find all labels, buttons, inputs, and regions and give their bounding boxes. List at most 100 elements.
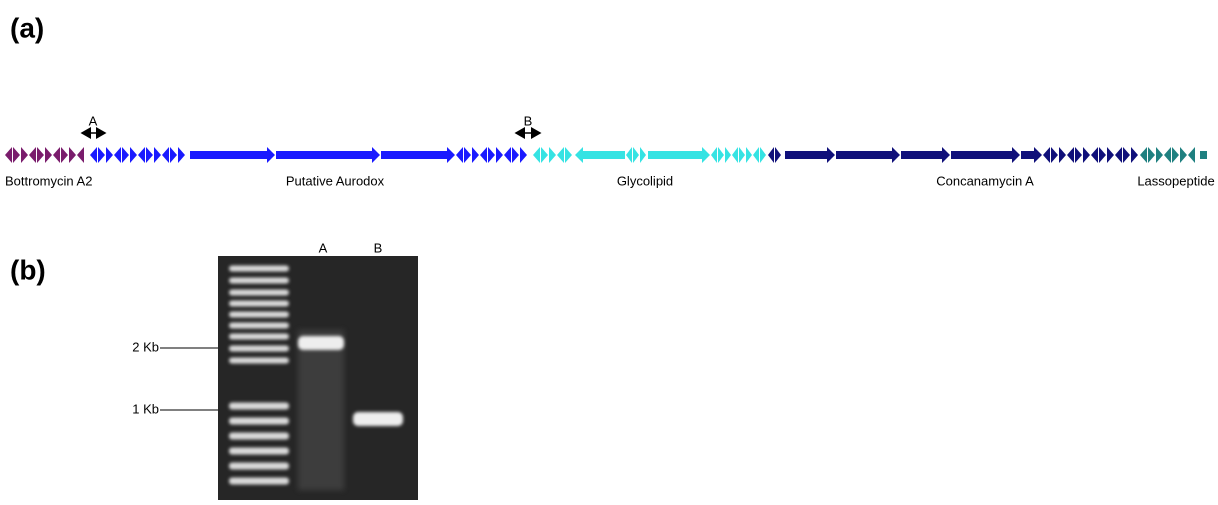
gene xyxy=(1200,151,1207,159)
gene xyxy=(37,147,44,163)
gene xyxy=(1131,147,1138,163)
gene xyxy=(648,147,710,163)
gene xyxy=(1156,147,1163,163)
panel-label: (a) xyxy=(10,12,44,43)
gene xyxy=(512,147,519,163)
gene xyxy=(77,147,84,163)
gene xyxy=(488,147,495,163)
ladder-band xyxy=(229,418,289,425)
gene xyxy=(753,147,759,163)
gene xyxy=(114,147,121,163)
gene xyxy=(633,147,639,163)
gene xyxy=(640,147,646,163)
gene xyxy=(725,147,731,163)
gene xyxy=(21,147,28,163)
ladder-band xyxy=(229,478,289,485)
gene xyxy=(1180,147,1187,163)
cluster-label: Lassopeptide xyxy=(1137,173,1214,188)
ladder-band xyxy=(229,312,289,318)
gene xyxy=(549,147,556,163)
gene xyxy=(154,147,161,163)
ladder-band xyxy=(229,358,289,364)
gene xyxy=(1115,147,1122,163)
ladder-band xyxy=(229,403,289,410)
gene xyxy=(785,147,835,163)
gene xyxy=(504,147,511,163)
gene xyxy=(464,147,471,163)
gene xyxy=(951,147,1020,163)
ladder-band xyxy=(229,301,289,307)
gene xyxy=(711,147,717,163)
gene xyxy=(520,147,527,163)
gene xyxy=(718,147,724,163)
gene xyxy=(626,147,632,163)
gene xyxy=(1148,147,1155,163)
lane-label: B xyxy=(374,240,383,255)
gene xyxy=(496,147,503,163)
gene xyxy=(90,147,97,163)
gene xyxy=(739,147,745,163)
gene xyxy=(1099,147,1106,163)
gene xyxy=(760,147,766,163)
gene xyxy=(106,147,113,163)
band xyxy=(298,336,344,350)
gene xyxy=(45,147,52,163)
gene xyxy=(1107,147,1114,163)
gene xyxy=(480,147,487,163)
gene xyxy=(1188,147,1195,163)
ladder-band xyxy=(229,463,289,470)
gene xyxy=(565,147,572,163)
gene-track xyxy=(5,147,1207,163)
gene xyxy=(122,147,129,163)
gene xyxy=(1083,147,1090,163)
gene xyxy=(732,147,738,163)
gene xyxy=(1043,147,1050,163)
marker-label: 2 Kb xyxy=(132,339,159,354)
gene xyxy=(746,147,752,163)
gene xyxy=(276,147,380,163)
gene xyxy=(1140,147,1147,163)
smear xyxy=(298,330,344,490)
gene xyxy=(768,147,774,163)
gene xyxy=(575,147,625,163)
gene xyxy=(190,147,275,163)
gene xyxy=(69,147,76,163)
region-label: B xyxy=(524,113,533,128)
gene xyxy=(1091,147,1098,163)
gene xyxy=(1059,147,1066,163)
gene xyxy=(1164,147,1171,163)
gene xyxy=(98,147,105,163)
gene xyxy=(1123,147,1130,163)
gene xyxy=(541,147,548,163)
figure: (a) A B Bottromycin A2 Putative Aurodox … xyxy=(0,0,1218,500)
gene xyxy=(1067,147,1074,163)
ladder-band xyxy=(229,278,289,284)
ladder-band xyxy=(229,290,289,296)
gene xyxy=(775,147,781,163)
cluster-label: Concanamycin A xyxy=(936,173,1034,188)
gene xyxy=(61,147,68,163)
gene xyxy=(557,147,564,163)
lane-label: A xyxy=(319,240,328,255)
gene xyxy=(456,147,463,163)
gene xyxy=(29,147,36,163)
gene xyxy=(138,147,145,163)
ladder-band xyxy=(229,433,289,440)
gene xyxy=(162,147,169,163)
gene xyxy=(533,147,540,163)
gene xyxy=(1172,147,1179,163)
gene xyxy=(472,147,479,163)
gene xyxy=(5,147,12,163)
region-label: A xyxy=(89,113,98,128)
gene xyxy=(146,147,153,163)
gene xyxy=(901,147,950,163)
gene xyxy=(53,147,60,163)
cluster-label: Bottromycin A2 xyxy=(5,173,92,188)
marker-label: 1 Kb xyxy=(132,401,159,416)
ladder-band xyxy=(229,266,289,272)
gene xyxy=(1021,147,1042,163)
ladder-band xyxy=(229,323,289,329)
ladder-band xyxy=(229,334,289,340)
panel-label: (b) xyxy=(10,254,46,285)
ladder-band xyxy=(229,448,289,455)
